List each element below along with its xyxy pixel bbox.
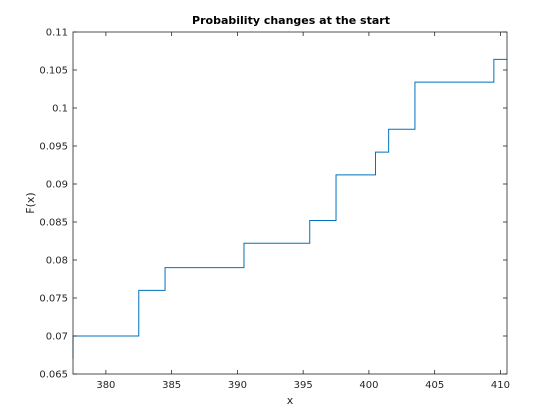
chart-title: Probability changes at the start [192,14,390,27]
x-tick-label: 410 [491,380,510,391]
y-tick-label: 0.085 [39,218,68,229]
series-line-0 [72,58,507,359]
y-tick-label: 0.08 [46,256,68,267]
y-tick-label: 0.07 [46,332,68,343]
axes-layer [72,31,508,375]
y-ticks: 0.065 0.07 0.075 0.08 0.085 0.09 0.095 0.1 0.105… [39,28,507,381]
x-axis-label: x [287,394,294,407]
y-tick-label: 0.11 [46,28,68,39]
y-tick-label: 0.065 [39,370,68,381]
plot-area [73,32,507,374]
x-tick-label: 380 [96,380,115,391]
y-tick-label: 0.1 [52,104,68,115]
y-tick-label: 0.075 [39,294,68,305]
y-tick-label: 0.105 [39,66,68,77]
x-ticks: 380 385 390 395 400 405 410 [96,32,510,391]
x-tick-label: 400 [359,380,378,391]
x-tick-label: 390 [228,380,247,391]
y-axis-label: F(x) [24,192,37,213]
y-tick-label: 0.09 [46,180,68,191]
y-tick-label: 0.095 [39,142,68,153]
x-tick-label: 385 [162,380,181,391]
axes-box [72,31,508,375]
x-tick-label: 395 [294,380,313,391]
x-tick-label: 405 [425,380,444,391]
series-layer [72,58,507,359]
